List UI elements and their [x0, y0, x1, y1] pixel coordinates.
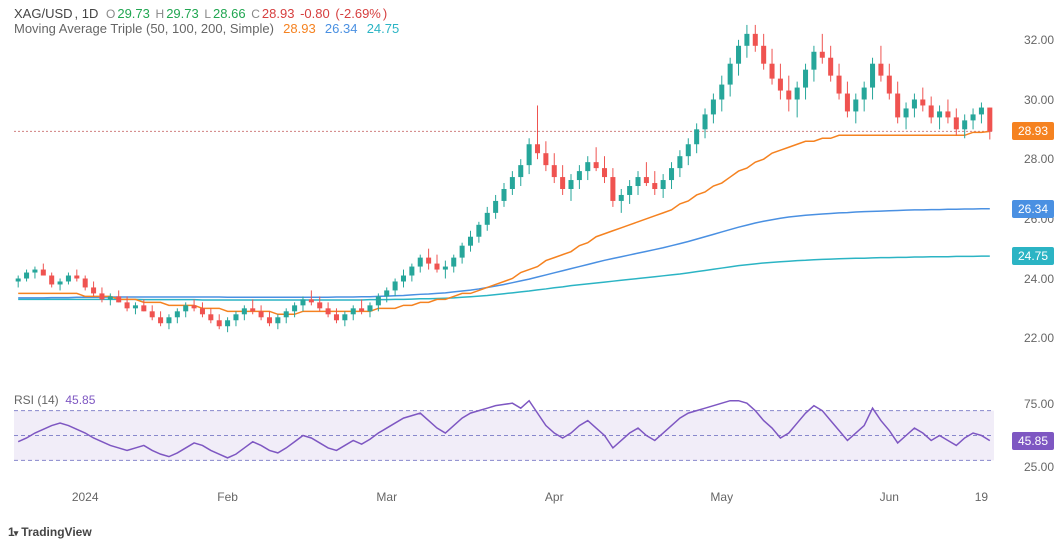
change-value: -0.80 — [300, 6, 330, 21]
ma-indicator-label[interactable]: Moving Average Triple (50, 100, 200, Sim… — [14, 21, 274, 36]
low-value: 28.66 — [213, 6, 246, 21]
y-tick: 32.00 — [1024, 33, 1054, 47]
ma100-value: 26.34 — [325, 21, 358, 36]
interval-label[interactable]: , 1D — [75, 6, 101, 21]
time-x-axis: 2024 Feb Mar Apr May Jun 19 — [14, 490, 994, 510]
price-y-axis: 22.0024.0026.0028.0030.0032.0028.9326.34… — [1004, 0, 1060, 378]
rsi-current-tag: 45.85 — [1012, 432, 1054, 450]
y-tick: 22.00 — [1024, 331, 1054, 345]
ma200-value: 24.75 — [367, 21, 400, 36]
x-tick: 2024 — [72, 490, 99, 504]
rsi-value: 45.85 — [65, 393, 95, 407]
open-value: 29.73 — [117, 6, 150, 21]
symbol-label[interactable]: XAG/USD — [14, 6, 73, 21]
rsi-y-tick: 75.00 — [1024, 397, 1054, 411]
tradingview-icon: 1▾ — [8, 525, 17, 539]
close-value: 28.93 — [262, 6, 295, 21]
y-tick: 28.00 — [1024, 152, 1054, 166]
rsi-title[interactable]: RSI (14) 45.85 — [14, 393, 95, 407]
rsi-pane[interactable] — [14, 388, 994, 483]
x-tick: Mar — [376, 490, 397, 504]
ma50-value: 28.93 — [283, 21, 316, 36]
x-tick: May — [710, 490, 733, 504]
close-label: C — [251, 7, 260, 21]
rsi-chart-svg — [14, 388, 994, 483]
high-label: H — [156, 7, 165, 21]
ohlc-row: XAG/USD, 1D O29.73 H29.73 L28.66 C28.93 … — [14, 6, 401, 21]
chart-container: XAG/USD, 1D O29.73 H29.73 L28.66 C28.93 … — [0, 0, 1060, 543]
branding: 1▾TradingView — [8, 525, 92, 539]
price-tag: 28.93 — [1012, 122, 1054, 140]
x-tick: Feb — [217, 490, 238, 504]
x-tick: Apr — [545, 490, 564, 504]
x-tick: 19 — [975, 490, 988, 504]
rsi-label: RSI (14) — [14, 393, 59, 407]
ma-row: Moving Average Triple (50, 100, 200, Sim… — [14, 21, 401, 36]
price-chart-svg — [14, 0, 994, 378]
price-tag: 24.75 — [1012, 247, 1054, 265]
rsi-y-tick: 25.00 — [1024, 460, 1054, 474]
main-price-pane[interactable] — [14, 0, 994, 378]
y-tick: 24.00 — [1024, 272, 1054, 286]
chart-header: XAG/USD, 1D O29.73 H29.73 L28.66 C28.93 … — [14, 6, 401, 36]
price-tag: 26.34 — [1012, 200, 1054, 218]
change-pct: (-2.69%) — [335, 6, 387, 21]
low-label: L — [204, 7, 211, 21]
high-value: 29.73 — [166, 6, 199, 21]
open-label: O — [106, 7, 115, 21]
x-tick: Jun — [880, 490, 899, 504]
rsi-y-axis: 25.00 75.00 45.85 — [1004, 388, 1060, 483]
y-tick: 30.00 — [1024, 93, 1054, 107]
